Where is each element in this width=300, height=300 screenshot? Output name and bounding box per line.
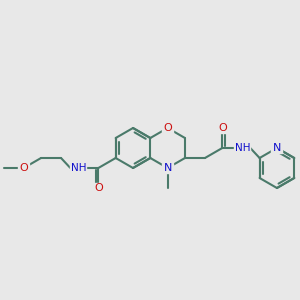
Text: O: O: [163, 123, 172, 133]
Bar: [162, 163, 173, 173]
Bar: [70, 163, 86, 173]
Text: N: N: [164, 163, 172, 173]
Text: NH: NH: [70, 163, 86, 173]
Text: O: O: [94, 183, 103, 193]
Bar: [234, 143, 250, 153]
Text: NH: NH: [235, 143, 250, 153]
Bar: [162, 123, 173, 133]
Bar: [272, 143, 282, 153]
Text: O: O: [19, 163, 28, 173]
Bar: [93, 183, 104, 193]
Text: N: N: [273, 143, 281, 153]
Bar: [217, 123, 228, 133]
Text: O: O: [218, 123, 227, 133]
Bar: [18, 163, 29, 173]
